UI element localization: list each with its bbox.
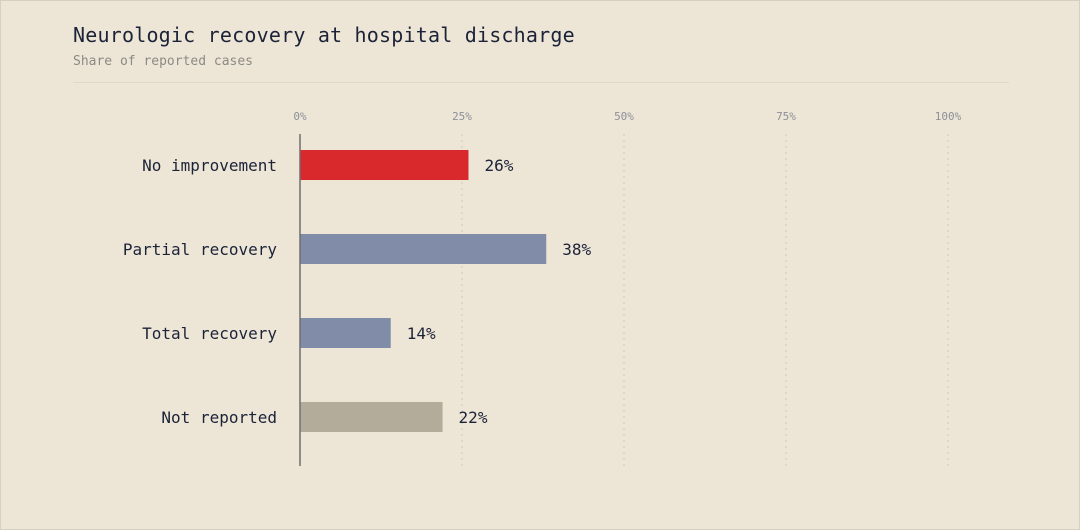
chart-title: Neurologic recovery at hospital discharg… (73, 23, 575, 47)
gridlines (461, 134, 949, 466)
value-labels: 26% 38% 14% 22% (407, 156, 592, 427)
x-tick-label: 75% (776, 110, 796, 123)
chart-subtitle: Share of reported cases (73, 54, 254, 69)
header-divider (73, 82, 1009, 83)
bars (300, 150, 547, 432)
x-tick-label: 0% (293, 110, 307, 123)
value-label: 22% (459, 408, 488, 427)
category-label: Not reported (161, 408, 277, 427)
value-label: 26% (484, 156, 513, 175)
x-tick-label: 50% (614, 110, 634, 123)
x-tick-labels: 0% 25% 50% 75% 100% (293, 110, 961, 123)
x-tick-label: 25% (452, 110, 472, 123)
bar (300, 234, 547, 264)
category-labels: No improvement Partial recovery Total reco… (123, 156, 277, 427)
category-label: No improvement (142, 156, 277, 175)
x-tick-label: 100% (935, 110, 962, 123)
bar (300, 318, 391, 348)
value-label: 14% (407, 324, 436, 343)
value-label: 38% (562, 240, 591, 259)
bar (300, 150, 469, 180)
bar (300, 402, 443, 432)
category-label: Total recovery (142, 324, 277, 343)
category-label: Partial recovery (123, 240, 277, 259)
